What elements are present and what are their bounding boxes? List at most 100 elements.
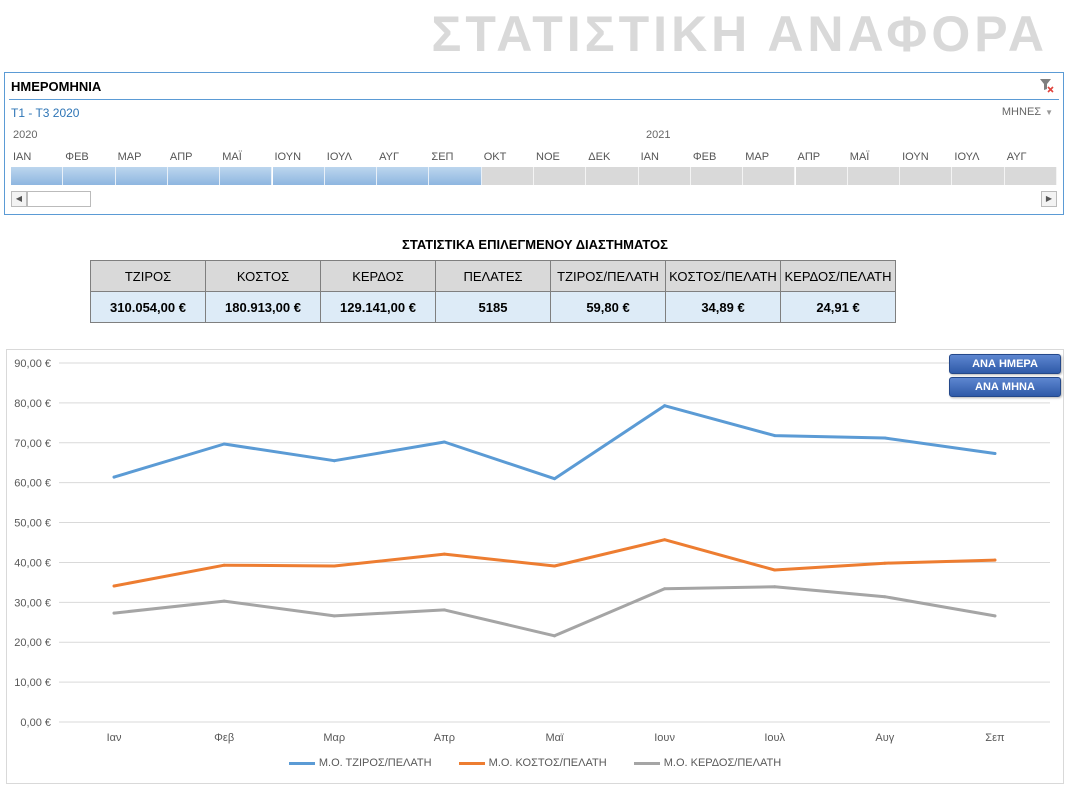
data-point <box>442 440 446 444</box>
scroll-left-icon[interactable]: ◀ <box>11 191 27 207</box>
timeline-cell[interactable] <box>534 167 587 185</box>
timeline-cell[interactable] <box>638 167 691 185</box>
timeline-cell-selected[interactable] <box>377 167 430 185</box>
report-title: ΣΤΑΤΙΣΤΙΚΗ ΑΝΑΦΟΡΑ <box>431 6 1048 62</box>
data-point <box>442 608 446 612</box>
date-timeline-slicer[interactable]: ΗΜΕΡΟΜΗΝΙΑ Τ1 - Τ3 2020 ΜΗΝΕΣ ▼ 2020 2021… <box>4 72 1064 215</box>
timeline-cell[interactable] <box>586 167 639 185</box>
data-point <box>993 558 997 562</box>
stats-value-row: 310.054,00 € 180.913,00 € 129.141,00 € 5… <box>90 291 896 323</box>
timeline-period-bar[interactable] <box>11 167 1057 185</box>
timeline-month-label: ΦΕΒ <box>692 151 717 163</box>
stats-value-cell: 5185 <box>435 291 551 323</box>
timeline-month-label: ΜΑΡ <box>117 151 142 163</box>
y-tick-label: 70,00 € <box>14 438 51 450</box>
timeline-scrollbar[interactable]: ◀ ▶ <box>11 191 1057 207</box>
x-tick-label: Μαϊ <box>546 732 565 744</box>
data-point <box>222 442 226 446</box>
data-point <box>222 599 226 603</box>
y-tick-label: 50,00 € <box>14 518 51 530</box>
timeline-cell[interactable] <box>743 167 796 185</box>
x-tick-label: Αυγ <box>875 732 894 744</box>
stats-header-cell: ΤΖΙΡΟΣ/ΠΕΛΑΤΗ <box>550 260 666 292</box>
stats-title: ΣΤΑΤΙΣΤΙΚΑ ΕΠΙΛΕΓΜΕΝΟΥ ΔΙΑΣΤΗΜΑΤΟΣ <box>402 237 668 252</box>
timeline-cell-selected[interactable] <box>429 167 482 185</box>
legend-swatch <box>633 761 660 765</box>
x-tick-label: Απρ <box>434 732 455 744</box>
legend-swatch <box>288 761 315 765</box>
legend-item: Μ.Ο. ΚΕΡΔΟΣ/ΠΕΛΑΤΗ <box>633 757 782 769</box>
timeline-month-label: ΙΟΥΝ <box>274 151 302 163</box>
stats-value-cell: 129.141,00 € <box>320 291 436 323</box>
timeline-cell-selected[interactable] <box>63 167 116 185</box>
timeline-level-label: ΜΗΝΕΣ <box>1001 106 1042 118</box>
timeline-cell[interactable] <box>481 167 534 185</box>
y-tick-label: 10,00 € <box>14 677 51 689</box>
y-tick-label: 0,00 € <box>20 717 51 729</box>
clear-filter-icon[interactable] <box>1039 77 1055 93</box>
timeline-cell-selected[interactable] <box>167 167 221 185</box>
data-point <box>883 436 887 440</box>
stats-value-cell: 24,91 € <box>780 291 896 323</box>
timeline-level-dropdown[interactable]: ΜΗΝΕΣ ▼ <box>1002 106 1053 118</box>
timeline-month-label: ΜΑΪ <box>849 151 870 163</box>
legend-item: Μ.Ο. ΤΖΙΡΟΣ/ΠΕΛΑΤΗ <box>288 757 432 769</box>
timeline-month-label: ΑΠΡ <box>797 151 821 163</box>
timeline-month-label: ΑΥΓ <box>379 151 400 163</box>
timeline-month-label: ΙΟΥΝ <box>902 151 929 163</box>
timeline-cell[interactable] <box>690 167 744 185</box>
series-line <box>112 585 997 638</box>
y-tick-label: 30,00 € <box>14 597 51 609</box>
scrollbar-thumb[interactable] <box>27 191 91 207</box>
stats-value-cell: 34,89 € <box>665 291 781 323</box>
timeline-year-label: 2021 <box>646 129 671 141</box>
y-tick-label: 20,00 € <box>14 637 51 649</box>
timeline-month-label: ΙΟΥΛ <box>954 151 980 163</box>
timeline-cell[interactable] <box>847 167 901 185</box>
stats-header-cell: ΚΕΡΔΟΣ/ΠΕΛΑΤΗ <box>780 260 896 292</box>
data-point <box>663 404 667 408</box>
y-tick-label: 90,00 € <box>14 358 51 370</box>
timeline-cell[interactable] <box>952 167 1005 185</box>
line-chart: 0,00 € 10,00 € 20,00 € 30,00 € 40,00 € 50,00 … <box>6 349 1064 784</box>
data-point <box>663 538 667 542</box>
stats-header-row: ΤΖΙΡΟΣ ΚΟΣΤΟΣ ΚΕΡΔΟΣ ΠΕΛΑΤΕΣ ΤΖΙΡΟΣ/ΠΕΛΑ… <box>90 260 896 292</box>
y-tick-label: 60,00 € <box>14 478 51 490</box>
timeline-month-label: ΦΕΒ <box>65 151 89 163</box>
timeline-month-labels: ΙΑΝ ΦΕΒ ΜΑΡ ΑΠΡ ΜΑΪ ΙΟΥΝ ΙΟΥΛ ΑΥΓ ΣΕΠ ΟΚΤ ΝΟΕ ΔΕΚ ΙΑ… <box>11 151 1057 165</box>
data-point <box>993 614 997 618</box>
data-point <box>222 563 226 567</box>
legend-swatch <box>458 761 485 765</box>
per-month-button[interactable]: ΑΝΑ ΜΗΝΑ <box>949 377 1061 397</box>
stats-header-cell: ΚΟΣΤΟΣ/ΠΕΛΑΤΗ <box>665 260 781 292</box>
timeline-cell-selected[interactable] <box>324 167 378 185</box>
timeline-cell[interactable] <box>900 167 953 185</box>
timeline-cell-selected[interactable] <box>220 167 273 185</box>
timeline-cell-selected[interactable] <box>115 167 168 185</box>
series-line <box>112 404 997 481</box>
timeline-year-label: 2020 <box>13 129 38 141</box>
per-day-button[interactable]: ΑΝΑ ΗΜΕΡΑ <box>949 354 1061 374</box>
timeline-cell[interactable] <box>1004 167 1057 185</box>
data-point <box>332 459 336 463</box>
timeline-cell[interactable] <box>795 167 848 185</box>
timeline-month-label: ΜΑΡ <box>745 151 770 163</box>
data-point <box>112 611 116 615</box>
x-tick-label: Ιαν <box>107 732 122 744</box>
legend-label: Μ.Ο. ΚΟΣΤΟΣ/ΠΕΛΑΤΗ <box>488 757 607 769</box>
x-tick-label: Φεβ <box>214 732 234 744</box>
data-point <box>442 552 446 556</box>
timeline-cell-selected[interactable] <box>272 167 325 185</box>
data-point <box>773 434 777 438</box>
y-tick-label: 80,00 € <box>14 398 51 410</box>
y-tick-label: 40,00 € <box>14 557 51 569</box>
scroll-right-icon[interactable]: ▶ <box>1041 191 1057 207</box>
data-point <box>883 595 887 599</box>
data-point <box>332 614 336 618</box>
data-point <box>112 584 116 588</box>
timeline-cell-selected[interactable] <box>11 167 64 185</box>
legend-label: Μ.Ο. ΚΕΡΔΟΣ/ΠΕΛΑΤΗ <box>663 757 782 769</box>
timeline-header: ΗΜΕΡΟΜΗΝΙΑ <box>11 79 102 94</box>
x-tick-label: Σεπ <box>985 732 1005 744</box>
data-point <box>332 564 336 568</box>
